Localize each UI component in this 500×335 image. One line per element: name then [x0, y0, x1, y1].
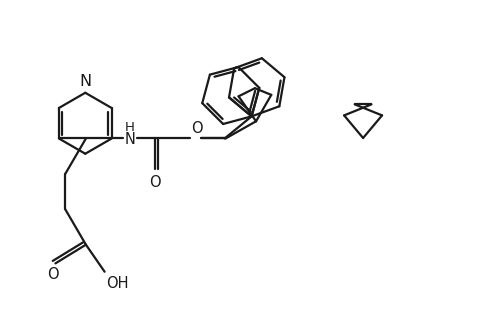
Text: O: O [149, 175, 160, 190]
Text: H: H [125, 121, 134, 134]
Text: N: N [125, 132, 136, 147]
Text: OH: OH [106, 276, 129, 291]
Text: N: N [79, 74, 92, 89]
Text: O: O [191, 121, 203, 136]
Text: O: O [46, 267, 58, 282]
